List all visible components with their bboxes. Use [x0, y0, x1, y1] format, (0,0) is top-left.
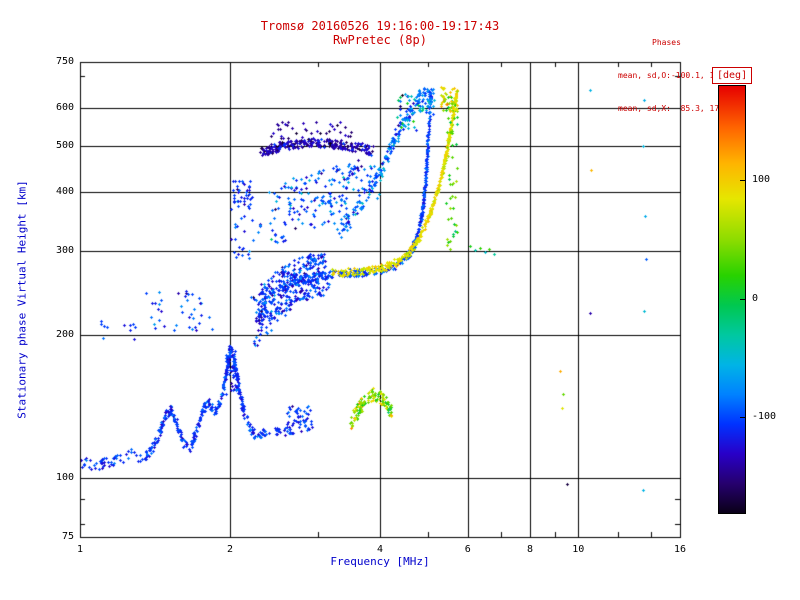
- x-axis-label: Frequency [MHz]: [330, 555, 430, 568]
- phase-stats-x-mode: mean, sd,X: 85.3, 17.2: [618, 104, 729, 113]
- x-tick-label: 6: [464, 544, 471, 555]
- phase-stats-block: Phases mean, sd,O:-100.1, 14.7 mean, sd,…: [618, 15, 788, 136]
- y-tick-label: 75: [61, 531, 74, 542]
- colorbar-tick-mark: [740, 299, 745, 300]
- y-tick-label: 500: [55, 139, 74, 151]
- page-subtitle: RwPretec (8p): [333, 33, 427, 47]
- page-title: Tromsø 20160526 19:16:00-19:17:43: [260, 19, 500, 33]
- phase-stats-o-mode: mean, sd,O:-100.1, 14.7: [618, 71, 729, 80]
- x-tick-label: 10: [572, 544, 585, 555]
- y-tick-label: 300: [55, 245, 74, 257]
- colorbar-tick-label: 100: [752, 173, 771, 185]
- x-tick-label: 8: [526, 544, 534, 555]
- x-tick-label: 4: [376, 544, 384, 555]
- colorbar-tick-label: -100: [752, 411, 777, 423]
- y-tick-label: 200: [55, 328, 74, 340]
- colorbar-tick-label: 0: [752, 292, 759, 304]
- colorbar-tick-mark: [740, 180, 745, 181]
- colorbar-unit-label: [deg]: [712, 67, 753, 84]
- y-tick-label: 600: [55, 102, 74, 114]
- x-tick-label: 1: [76, 544, 84, 555]
- phase-stats-header: Phases: [652, 38, 681, 47]
- y-tick-label: 100: [55, 471, 74, 483]
- y-tick-label: 750: [55, 56, 74, 67]
- y-axis-label: Stationary phase Virtual Height [km]: [15, 180, 29, 419]
- x-tick-label: 16: [673, 544, 687, 555]
- x-tick-label: 2: [226, 544, 234, 555]
- y-tick-label: 400: [55, 185, 74, 197]
- colorbar-tick-mark: [740, 417, 745, 418]
